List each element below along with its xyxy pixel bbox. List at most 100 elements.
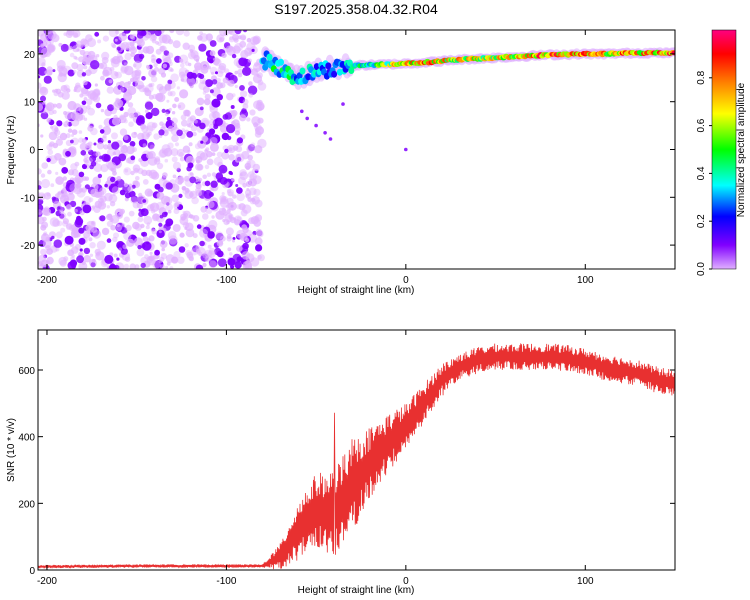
noise-blob [211, 110, 219, 119]
noise-blob [128, 210, 135, 217]
noise-blob [45, 102, 55, 112]
noise-blob [135, 176, 140, 181]
noise-blob [210, 71, 215, 75]
snr-ytick-label: 200 [18, 499, 35, 510]
noise-blob [112, 101, 122, 111]
noise-blob [252, 175, 262, 185]
noise-blob [142, 236, 149, 242]
noise-blob [119, 81, 125, 87]
noise-blob [63, 123, 67, 127]
noise-blob [252, 163, 260, 172]
noise-blob [187, 117, 194, 124]
noise-blob [95, 151, 101, 157]
noise-blob [185, 155, 195, 165]
noise-blob [152, 260, 161, 269]
noise-blob [40, 224, 47, 231]
snr-xtick-label: 0 [403, 576, 409, 587]
snr-xlabel: Height of straight line (km) [298, 585, 415, 596]
noise-blob [92, 258, 96, 263]
noise-blob [162, 53, 171, 62]
noise-blob [167, 142, 174, 149]
noise-blob [68, 169, 75, 176]
noise-blob [198, 177, 203, 182]
noise-blob [166, 99, 170, 103]
noise-blob [209, 137, 218, 145]
noise-blob [202, 85, 210, 93]
noise-blob [150, 208, 156, 214]
noise-blob [96, 142, 105, 150]
noise-blob [149, 144, 155, 150]
noise-blob [120, 86, 127, 93]
noise-blob [62, 218, 69, 225]
noise-blob [199, 31, 204, 35]
noise-blob [182, 187, 190, 195]
noise-blob [236, 245, 243, 252]
noise-blob [199, 106, 204, 111]
noise-blob [123, 216, 130, 223]
noise-blob [108, 79, 113, 84]
noise-blob [251, 48, 255, 53]
noise-blob [150, 34, 157, 41]
noise-blob [248, 144, 255, 152]
noise-blob [247, 144, 255, 152]
noise-blob [236, 187, 243, 194]
noise-blob [156, 229, 165, 239]
noise-blob [52, 69, 56, 73]
noise-blob [208, 58, 214, 64]
noise-blob [164, 128, 169, 134]
noise-blob [167, 66, 173, 72]
noise-blob [151, 122, 158, 129]
ridge-point [331, 70, 338, 78]
noise-blob [176, 148, 185, 157]
noise-blob [153, 62, 158, 68]
noise-blob [152, 213, 160, 220]
noise-blob [255, 244, 263, 252]
noise-blob [118, 115, 127, 124]
noise-blob [167, 79, 173, 85]
noise-blob [208, 119, 215, 125]
noise-blob [102, 35, 109, 42]
noise-blob [163, 50, 170, 56]
noise-blob [140, 256, 148, 265]
snr-xtick-label: 100 [577, 576, 594, 587]
noise-blob [205, 254, 213, 262]
noise-blob [227, 201, 237, 211]
noise-blob [190, 125, 198, 132]
noise-blob [124, 168, 129, 173]
noise-blob [138, 211, 144, 217]
noise-blob [111, 132, 118, 140]
noise-blob [172, 40, 181, 49]
noise-blob [100, 75, 105, 81]
noise-blob [48, 109, 54, 116]
noise-blob [255, 127, 260, 132]
noise-blob [234, 261, 242, 269]
noise-blob [218, 240, 223, 246]
noise-blob [79, 142, 88, 151]
noise-blob [227, 257, 236, 266]
noise-blob [112, 193, 116, 197]
noise-blob [235, 145, 243, 153]
noise-blob [228, 147, 233, 152]
noise-blob [184, 175, 190, 182]
noise-blob [65, 182, 75, 192]
noise-blob [109, 217, 114, 222]
noise-blob [123, 182, 129, 188]
noise-blob [209, 40, 217, 47]
noise-blob [79, 49, 86, 56]
noise-blob [236, 156, 242, 162]
noise-blob [184, 109, 191, 117]
stray-blob [305, 116, 310, 121]
noise-blob [166, 261, 171, 266]
noise-blob [141, 208, 145, 213]
noise-blob [83, 157, 88, 163]
noise-blob [40, 248, 47, 256]
noise-blob [142, 46, 150, 54]
noise-blob [193, 119, 198, 124]
noise-blob [83, 247, 91, 255]
noise-blob [219, 195, 227, 202]
noise-blob [41, 162, 48, 169]
noise-blob [208, 128, 216, 135]
noise-blob [249, 109, 256, 116]
noise-blob [227, 247, 232, 252]
noise-blob [133, 60, 142, 70]
